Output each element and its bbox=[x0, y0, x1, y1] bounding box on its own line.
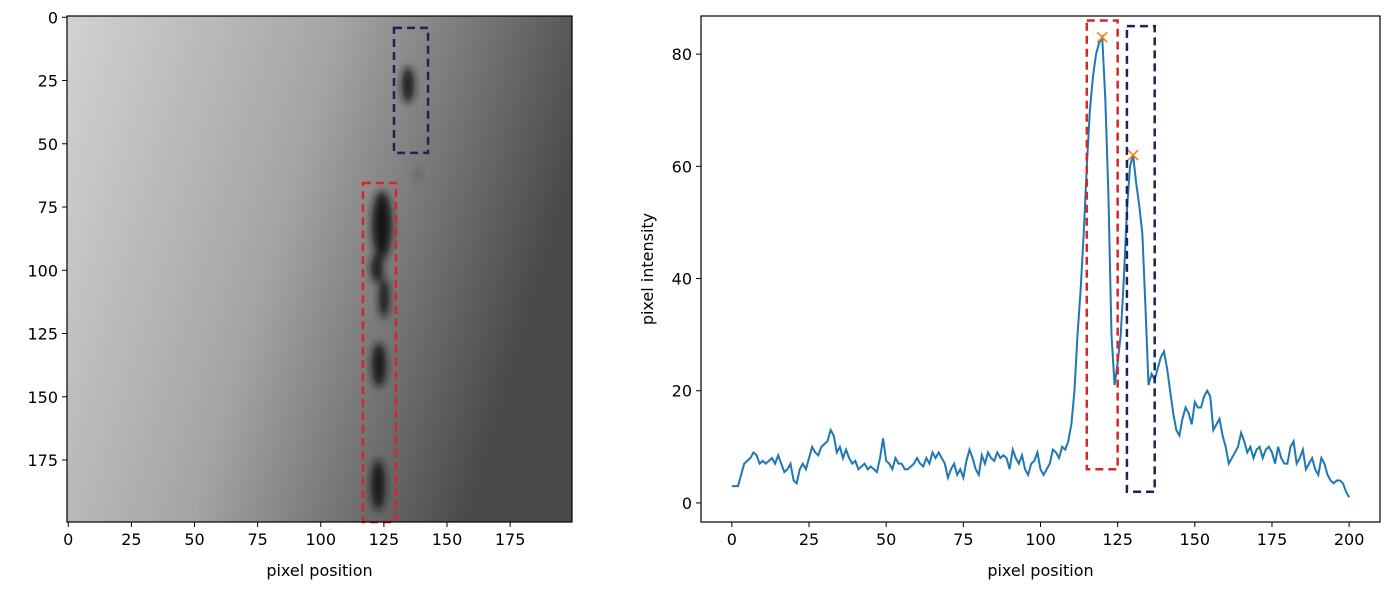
x-tick-label: 0 bbox=[63, 530, 73, 549]
y-tick-label: 60 bbox=[672, 157, 692, 176]
x-tick-label: 50 bbox=[876, 530, 896, 549]
x-tick-label: 75 bbox=[247, 530, 267, 549]
y-tick-label: 40 bbox=[672, 270, 692, 289]
y-axis-label: pixel intensity bbox=[638, 213, 657, 325]
micrograph bbox=[67, 16, 572, 522]
y-tick-label: 50 bbox=[38, 135, 58, 154]
region-box bbox=[392, 26, 430, 155]
plot-frame bbox=[66, 15, 573, 523]
region-box bbox=[361, 181, 398, 524]
region-box bbox=[1125, 24, 1156, 493]
y-tick-label: 125 bbox=[27, 325, 58, 344]
x-tick-label: 175 bbox=[495, 530, 526, 549]
x-tick-label: 175 bbox=[1257, 530, 1288, 549]
y-tick-label: 25 bbox=[38, 72, 58, 91]
x-tick-label: 125 bbox=[369, 530, 400, 549]
y-tick-label: 175 bbox=[27, 451, 58, 470]
y-tick-label: 0 bbox=[682, 494, 692, 513]
y-tick-label: 80 bbox=[672, 45, 692, 64]
region-box bbox=[1085, 19, 1119, 471]
x-tick-label: 0 bbox=[727, 530, 737, 549]
y-tick-label: 75 bbox=[38, 198, 58, 217]
y-tick-label: 20 bbox=[672, 382, 692, 401]
x-axis-label: pixel position bbox=[266, 561, 372, 580]
x-tick-label: 50 bbox=[184, 530, 204, 549]
y-tick-label: 150 bbox=[27, 388, 58, 407]
y-tick-label: 0 bbox=[48, 8, 58, 27]
x-tick-label: 150 bbox=[432, 530, 463, 549]
x-tick-label: 150 bbox=[1180, 530, 1211, 549]
x-tick-label: 125 bbox=[1102, 530, 1133, 549]
y-tick-label: 100 bbox=[27, 261, 58, 280]
x-tick-label: 25 bbox=[121, 530, 141, 549]
plot-frame bbox=[700, 15, 1381, 523]
x-tick-label: 25 bbox=[799, 530, 819, 549]
x-tick-label: 75 bbox=[953, 530, 973, 549]
x-tick-label: 200 bbox=[1334, 530, 1365, 549]
x-tick-label: 100 bbox=[305, 530, 336, 549]
peak-marker bbox=[1096, 31, 1108, 43]
x-tick-label: 100 bbox=[1025, 530, 1056, 549]
x-axis-label: pixel position bbox=[987, 561, 1093, 580]
data-line bbox=[731, 33, 1351, 498]
peak-marker bbox=[1127, 149, 1139, 161]
